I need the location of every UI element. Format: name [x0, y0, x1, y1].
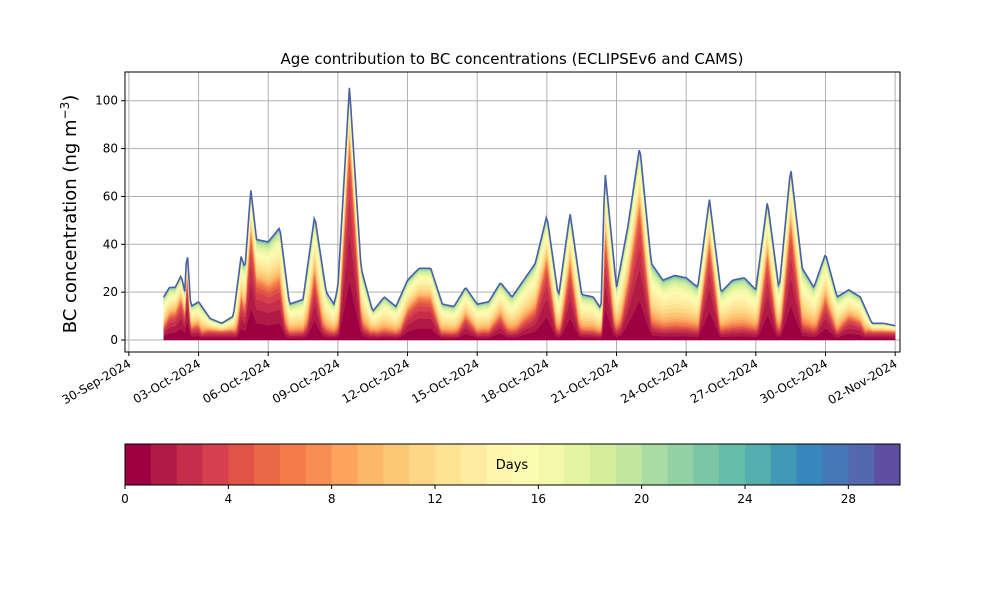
colorbar-segment [305, 444, 333, 485]
colorbar-segment [822, 444, 849, 485]
colorbar-segment [383, 444, 410, 485]
y-tick-label: 40 [103, 237, 118, 251]
x-tick-label: 02-Nov-2024 [825, 356, 899, 407]
colorbar-segment [848, 444, 875, 485]
colorbar-segment [254, 444, 281, 485]
x-tick-label: 27-Oct-2024 [688, 356, 760, 406]
colorbar-ticks: 0 4 8 12 16 20 24 28 [121, 485, 856, 506]
colorbar-segment [280, 444, 307, 485]
y-axis-label: BC concentration (ng m−3) [58, 95, 81, 334]
total-outline [163, 87, 896, 327]
y-tick-label: 80 [103, 142, 118, 156]
colorbar-tick-label: 4 [225, 492, 233, 506]
colorbar-tick-label: 0 [121, 492, 129, 506]
colorbar-segment [228, 444, 255, 485]
colorbar-segment [512, 444, 539, 485]
total-line [163, 87, 896, 327]
colorbar-segment [615, 444, 643, 485]
colorbar-segment [667, 444, 694, 485]
colorbar-segment [564, 444, 591, 485]
plot-frame [124, 71, 901, 353]
colorbar-tick-label: 24 [737, 492, 752, 506]
x-tick-label: 30-Sep-2024 [60, 356, 134, 407]
colorbar-tick-label: 12 [427, 492, 442, 506]
x-tick-label: 24-Oct-2024 [618, 356, 690, 406]
colorbar-tick-label: 8 [328, 492, 336, 506]
colorbar-tick-label: 16 [531, 492, 546, 506]
colorbar-segment [357, 444, 384, 485]
x-tick-label: 21-Oct-2024 [549, 356, 621, 406]
colorbar-segment [460, 444, 488, 485]
colorbar-segment [176, 444, 203, 485]
x-tick-label: 12-Oct-2024 [340, 356, 412, 406]
colorbar-segment [150, 444, 178, 485]
colorbar-segment [874, 444, 901, 485]
y-tick-label: 20 [103, 285, 118, 299]
colorbar-segment [202, 444, 229, 485]
colorbar-segment [409, 444, 436, 485]
colorbar-segment [693, 444, 720, 485]
colorbar-segment [435, 444, 462, 485]
colorbar-segment [125, 444, 152, 485]
colorbar-segment [331, 444, 358, 485]
x-tick-label: 15-Oct-2024 [409, 356, 481, 406]
x-tick-label: 03-Oct-2024 [131, 356, 203, 406]
x-tick-label: 18-Oct-2024 [479, 356, 551, 406]
colorbar-segment [486, 444, 513, 485]
colorbar-segment [770, 444, 798, 485]
colorbar-tick-label: 28 [841, 492, 856, 506]
x-axis: 30-Sep-202403-Oct-202406-Oct-202409-Oct-… [60, 352, 900, 407]
age-layers [163, 87, 896, 341]
x-tick-label: 06-Oct-2024 [200, 356, 272, 406]
y-tick-label: 0 [110, 333, 118, 347]
colorbar-segment [745, 444, 772, 485]
x-tick-label: 09-Oct-2024 [270, 356, 342, 406]
x-tick-label: 30-Oct-2024 [758, 356, 830, 406]
colorbar-segment [796, 444, 823, 485]
colorbar-segment [719, 444, 746, 485]
colorbar-segment [590, 444, 617, 485]
colorbar [124, 443, 901, 486]
colorbar-segment [538, 444, 565, 485]
colorbar-tick-label: 20 [634, 492, 649, 506]
y-axis: 0 20 40 60 80 100 [95, 94, 125, 347]
chart-title: Age contribution to BC concentrations (E… [281, 50, 744, 68]
colorbar-segment [641, 444, 668, 485]
colorbar-frame [124, 443, 901, 486]
y-tick-label: 100 [95, 94, 118, 108]
colorbar-label: Days [496, 458, 529, 473]
y-tick-label: 60 [103, 189, 118, 203]
